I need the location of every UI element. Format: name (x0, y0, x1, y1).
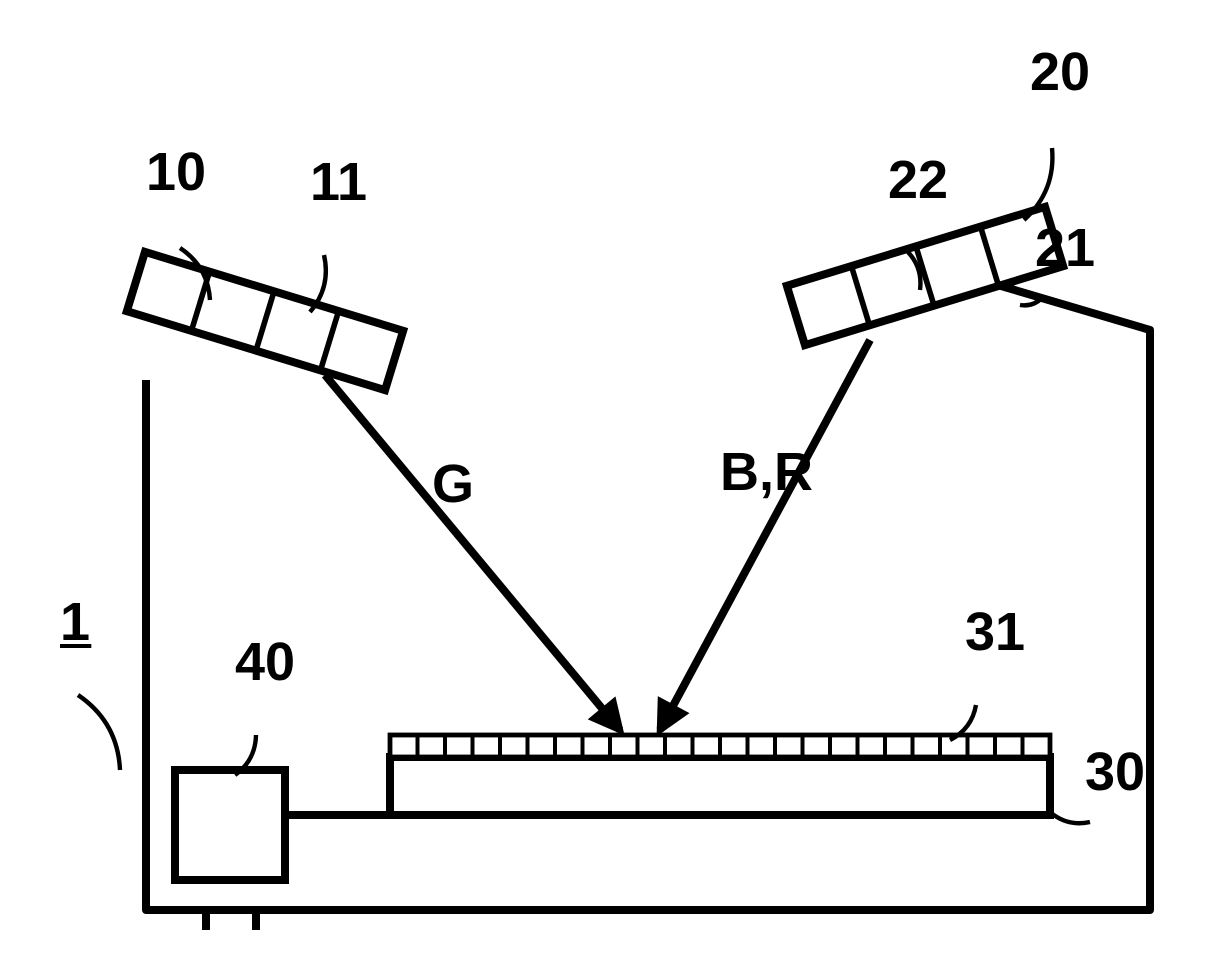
label-20: 20 (1030, 42, 1090, 102)
label-figure-1: 1 (60, 592, 90, 652)
label-30: 30 (1085, 742, 1145, 802)
label-ray-g: G (432, 454, 474, 514)
label-11: 11 (310, 152, 367, 212)
label-22: 22 (888, 150, 948, 210)
leader-l30 (1050, 812, 1090, 823)
label-40: 40 (235, 632, 295, 692)
ray-g (325, 375, 620, 730)
receiver-body (390, 757, 1050, 815)
source-left (127, 252, 403, 390)
source-right (787, 207, 1063, 345)
diagram-svg: 1 10 11 20 22 21 40 31 30 G B,R (0, 0, 1230, 961)
box-40 (175, 770, 285, 880)
leader-fig (78, 695, 120, 770)
label-ray-br: B,R (720, 442, 813, 502)
label-21: 21 (1035, 218, 1095, 278)
leader-l21 (1020, 298, 1042, 305)
label-10: 10 (146, 142, 206, 202)
label-31: 31 (965, 602, 1025, 662)
diagram-stage: 1 10 11 20 22 21 40 31 30 G B,R (0, 0, 1230, 961)
ray-br (660, 340, 870, 730)
